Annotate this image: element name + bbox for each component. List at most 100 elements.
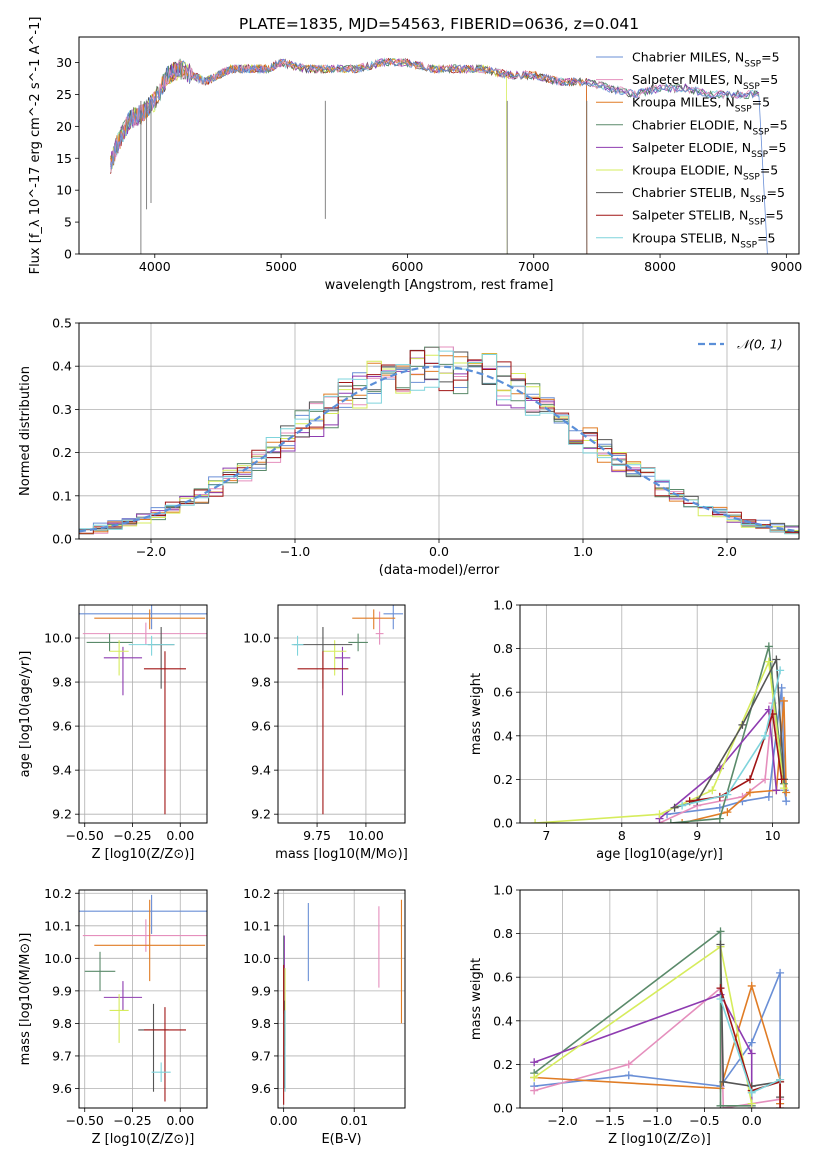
- plus-marker: [723, 808, 732, 817]
- x-axis-label: wavelength [Angstrom, rest frame]: [325, 278, 554, 293]
- plot-area: [79, 346, 799, 535]
- legend-subscript: SSP: [752, 127, 769, 137]
- legend-subscript: SSP: [750, 195, 767, 205]
- plus-marker: [716, 940, 725, 949]
- y-tick-label: 0.3: [52, 402, 72, 417]
- plus-marker: [738, 720, 747, 729]
- errorbar-point: [143, 1007, 186, 1102]
- errorbar-point: [348, 633, 368, 652]
- errorbar-point: [94, 899, 206, 982]
- panel-residuals: −2.0 −1.0 0.0 1.0 2.0 0.0 0.1 0.2 0.3 0.4 0.5 (data…: [18, 316, 800, 578]
- x-tick-label: 2.0: [717, 544, 737, 559]
- axes-frame: [519, 889, 800, 1109]
- panel-mass_vs_Z: −0.50 −0.25 0.00 9.6 9.7 9.8 9.9 10.0 10.1 10.2 Z …: [18, 886, 208, 1147]
- plus-marker: [530, 1073, 539, 1082]
- y-tick-label: 0.4: [493, 1013, 513, 1028]
- y-tick-label: 9.9: [251, 983, 271, 998]
- y-tick-label: 1.0: [493, 598, 513, 613]
- x-tick-label: 0.0: [429, 544, 449, 559]
- x-tick-label: 10: [765, 828, 781, 843]
- plus-marker: [530, 1058, 539, 1067]
- errorbar-point: [79, 605, 207, 630]
- y-tick-label: 10.1: [243, 918, 271, 933]
- errorbar-point: [322, 640, 347, 676]
- y-tick-label: 1.0: [493, 883, 513, 898]
- panel-weight_vs_Z: −2.0 −1.5 −1.0 −0.5 0.0 0.0 0.2 0.4 0.6 0.8 1.0 Z […: [469, 883, 800, 1147]
- legend-tail: =5: [769, 117, 787, 132]
- axes-frame: [78, 322, 800, 540]
- plot-area: [283, 899, 403, 1105]
- legend-label: Kroupa MILES, NSSP=5: [632, 95, 770, 115]
- y-tick-label: 0.8: [493, 641, 513, 656]
- y-tick-label: 9.7: [251, 1048, 271, 1063]
- x-tick-label: −1.0: [280, 544, 310, 559]
- plus-marker: [764, 642, 773, 651]
- y-tick-label: 9.6: [52, 719, 72, 734]
- plus-marker: [747, 981, 756, 990]
- legend-tail: =5: [761, 50, 779, 65]
- plus-marker: [776, 968, 785, 977]
- axes-frame: [277, 889, 406, 1109]
- panel-mass_vs_EBV: 0.00 0.01 9.6 9.7 9.8 9.9 10.0 10.1 10.2 E(B-V): [243, 886, 406, 1147]
- plus-marker: [782, 788, 791, 797]
- x-tick-label: 5000: [265, 259, 297, 274]
- plot-area: [531, 642, 791, 823]
- y-axis-label: age [log10(age/yr)]: [18, 651, 33, 778]
- x-tick-label: −0.5: [689, 1113, 719, 1128]
- plus-marker: [716, 1101, 725, 1108]
- plus-marker: [776, 1104, 785, 1108]
- y-tick-label: 10: [56, 183, 72, 198]
- plus-marker: [764, 657, 773, 666]
- x-tick-label: −0.50: [66, 828, 104, 843]
- plus-marker: [747, 1049, 756, 1058]
- plus-marker: [715, 814, 724, 823]
- x-tick-label: 0.01: [340, 1113, 368, 1128]
- plot-area: [291, 605, 404, 815]
- plus-marker: [716, 984, 725, 993]
- plot-area: [110, 57, 768, 254]
- plot-area: [530, 927, 785, 1108]
- y-tick-label: 0.2: [493, 1057, 513, 1072]
- plot-area: [79, 605, 207, 815]
- errorbar-point: [143, 651, 186, 815]
- errorbar-point: [109, 994, 129, 1043]
- axes-frame: [78, 36, 800, 255]
- weight-line: [658, 707, 778, 820]
- x-tick-label: 8000: [644, 259, 676, 274]
- legend-tail: =5: [760, 72, 778, 87]
- legend-label: Kroupa ELODIE, NSSP=5: [632, 163, 778, 183]
- y-tick-label: 10.0: [243, 951, 271, 966]
- plus-marker: [747, 1088, 756, 1097]
- x-tick-label: 0.00: [166, 1113, 194, 1128]
- y-tick-label: 0.4: [493, 728, 513, 743]
- weight-line: [670, 646, 785, 823]
- y-tick-label: 10.2: [44, 886, 72, 901]
- weight-line: [533, 993, 753, 1108]
- x-axis-label: Z [log10(Z/Z⊙)]: [92, 1132, 195, 1147]
- weight-line: [681, 700, 787, 823]
- plus-marker: [772, 655, 781, 664]
- x-axis-label: mass [log10(M/M⊙)]: [275, 847, 408, 862]
- spectrum-line: [110, 58, 768, 254]
- y-tick-label: 9.6: [52, 1081, 72, 1096]
- plus-marker: [531, 819, 540, 823]
- legend-label: Chabrier STELIB, NSSP=5: [632, 185, 785, 205]
- x-axis-label: Z [log10(Z/Z⊙)]: [92, 847, 195, 862]
- y-tick-label: 10.0: [44, 951, 72, 966]
- plus-marker: [716, 995, 725, 1003]
- x-tick-label: 9.75: [303, 828, 331, 843]
- plus-marker: [678, 801, 687, 810]
- x-tick-label: 0.00: [166, 828, 194, 843]
- y-tick-label: 10.1: [44, 918, 72, 933]
- y-tick-label: 10.0: [44, 631, 72, 646]
- legend-label: Chabrier MILES, NSSP=5: [632, 50, 780, 70]
- errorbar-point: [109, 640, 129, 676]
- plus-marker: [776, 666, 785, 675]
- x-tick-label: −0.50: [66, 1113, 104, 1128]
- errorbar-point: [297, 651, 349, 815]
- weight-line: [533, 929, 752, 1107]
- plus-marker: [745, 788, 754, 797]
- y-tick-label: 0.8: [493, 926, 513, 941]
- plus-marker: [670, 803, 679, 812]
- x-tick-label: 7000: [518, 259, 550, 274]
